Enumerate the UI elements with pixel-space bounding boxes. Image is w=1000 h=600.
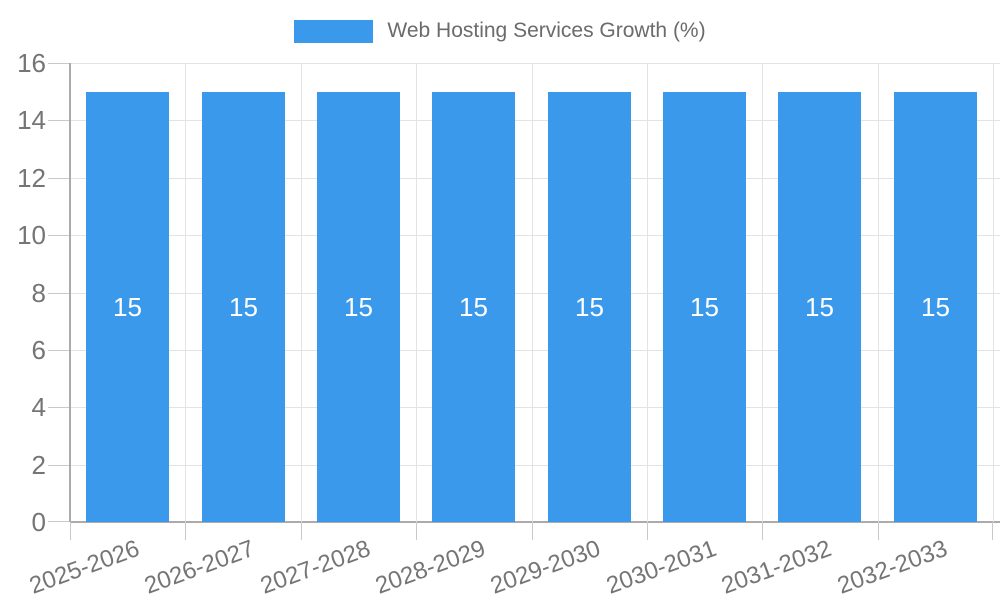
y-tick-mark — [48, 120, 70, 121]
y-tick-label: 10 — [17, 220, 46, 250]
x-tick-mark — [416, 522, 417, 540]
gridline-horizontal — [70, 63, 1000, 64]
x-tick-label: 2027-2028 — [256, 535, 374, 600]
y-tick-mark — [48, 235, 70, 236]
legend-label: Web Hosting Services Growth (%) — [387, 19, 706, 42]
bar-value-label: 15 — [805, 292, 834, 322]
gridline-vertical — [532, 63, 533, 522]
x-tick-label: 2029-2030 — [487, 535, 605, 600]
y-tick-label: 16 — [17, 48, 46, 78]
bar: 15 — [778, 92, 861, 522]
x-tick-mark — [878, 522, 879, 540]
gridline-vertical — [185, 63, 186, 522]
bar: 15 — [202, 92, 285, 522]
bar-value-label: 15 — [921, 292, 950, 322]
gridline-vertical — [878, 63, 879, 522]
y-tick-mark — [48, 178, 70, 179]
x-tick-label: 2032-2033 — [833, 535, 951, 600]
y-tick-label: 14 — [17, 105, 46, 135]
gridline-horizontal — [70, 465, 1000, 466]
y-tick-mark — [48, 521, 70, 522]
gridline-vertical — [647, 63, 648, 522]
x-tick-mark — [992, 522, 993, 540]
y-tick-mark — [48, 407, 70, 408]
x-tick-mark — [532, 522, 533, 540]
x-tick-label: 2026-2027 — [141, 535, 259, 600]
legend: Web Hosting Services Growth (%) — [0, 18, 1000, 44]
bar: 15 — [548, 92, 631, 522]
gridline-vertical — [416, 63, 417, 522]
gridline-horizontal — [70, 235, 1000, 236]
y-tick-label: 0 — [31, 507, 46, 537]
gridline-vertical — [993, 63, 994, 522]
bar-value-label: 15 — [344, 292, 373, 322]
y-tick-mark — [48, 293, 70, 294]
bar: 15 — [894, 92, 977, 522]
gridline-vertical — [301, 63, 302, 522]
x-tick-mark — [301, 522, 302, 540]
bar-value-label: 15 — [690, 292, 719, 322]
bar-value-label: 15 — [575, 292, 604, 322]
y-tick-mark — [48, 465, 70, 466]
bar: 15 — [317, 92, 400, 522]
bar: 15 — [86, 92, 169, 522]
x-tick-label: 2025-2026 — [25, 535, 143, 600]
x-tick-label: 2028-2029 — [371, 535, 490, 600]
x-tick-mark — [185, 522, 186, 540]
bar: 15 — [432, 92, 515, 522]
gridline-horizontal — [70, 407, 1000, 408]
y-tick-mark — [48, 350, 70, 351]
y-tick-label: 2 — [31, 450, 46, 480]
bar-value-label: 15 — [229, 292, 258, 322]
legend-item[interactable]: Web Hosting Services Growth (%) — [294, 18, 706, 44]
bar-value-label: 15 — [113, 292, 142, 322]
y-tick-label: 6 — [31, 335, 46, 365]
y-tick-label: 4 — [31, 392, 46, 422]
gridline-horizontal — [70, 293, 1000, 294]
legend-swatch — [294, 19, 374, 43]
x-tick-mark — [762, 522, 763, 540]
x-tick-mark — [70, 522, 71, 540]
gridline-vertical — [762, 63, 763, 522]
x-tick-mark — [647, 522, 648, 540]
gridline-horizontal — [70, 350, 1000, 351]
bar-value-label: 15 — [459, 292, 488, 322]
y-axis-line — [69, 63, 71, 522]
y-tick-mark — [48, 63, 70, 64]
bar: 15 — [663, 92, 746, 522]
x-tick-label: 2031-2032 — [718, 535, 836, 600]
y-tick-label: 8 — [31, 278, 46, 308]
gridline-horizontal — [70, 120, 1000, 121]
y-tick-label: 12 — [17, 163, 46, 193]
plot-area: 15 15 15 15 15 15 15 15 — [48, 63, 1000, 540]
gridline-horizontal — [70, 178, 1000, 179]
x-tick-label: 2030-2031 — [602, 535, 720, 600]
x-axis-line — [70, 521, 1000, 523]
